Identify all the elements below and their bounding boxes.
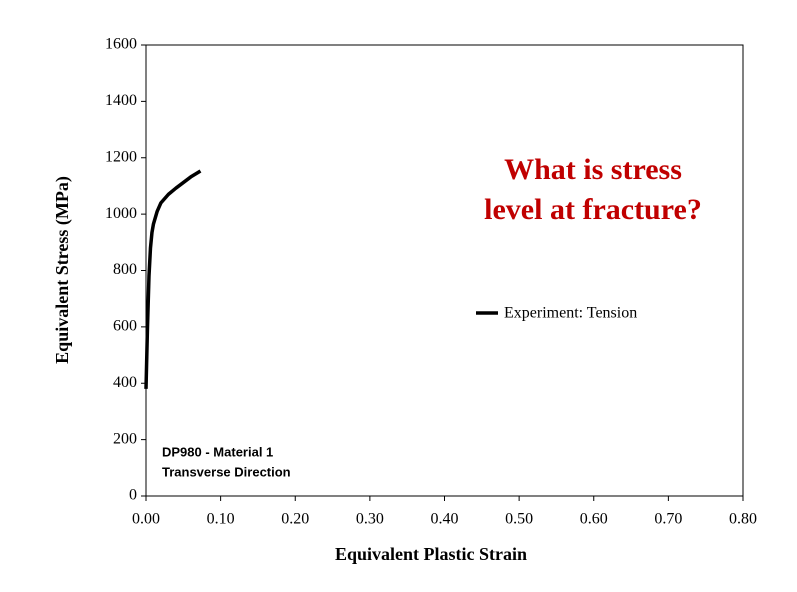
y-tick-label: 1200	[105, 148, 137, 165]
note: DP980 - Material 1	[162, 444, 273, 459]
annotation: level at fracture?	[484, 193, 702, 226]
x-axis-label: Equivalent Plastic Strain	[335, 544, 527, 564]
y-tick-label: 1000	[105, 205, 137, 222]
note: Transverse Direction	[162, 464, 291, 479]
y-tick-label: 200	[113, 430, 137, 447]
x-tick-label: 0.50	[505, 511, 533, 528]
plot-area	[145, 44, 744, 497]
x-tick-label: 0.30	[356, 511, 384, 528]
x-tick-label: 0.10	[207, 511, 235, 528]
x-tick-label: 0.80	[729, 511, 757, 528]
y-tick-label: 800	[113, 261, 137, 278]
y-tick-label: 1400	[105, 92, 137, 109]
y-tick-label: 600	[113, 318, 137, 335]
x-tick-label: 0.40	[431, 511, 459, 528]
x-tick-label: 0.70	[654, 511, 682, 528]
y-axis-label: Equivalent Stress (MPa)	[52, 176, 73, 364]
y-tick-label: 0	[129, 487, 137, 504]
legend-label: Experiment: Tension	[504, 305, 637, 322]
x-tick-label: 0.60	[580, 511, 608, 528]
y-tick-label: 1600	[105, 36, 137, 53]
y-tick-label: 400	[113, 374, 137, 391]
x-tick-label: 0.00	[132, 511, 160, 528]
x-tick-label: 0.20	[281, 511, 309, 528]
data-line	[144, 169, 202, 389]
annotation: What is stress	[504, 153, 682, 186]
